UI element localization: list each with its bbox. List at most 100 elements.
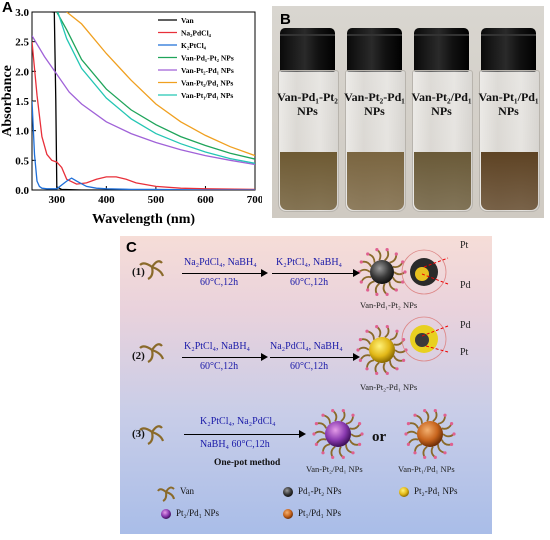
route-1-arrow-2 xyxy=(272,269,360,277)
series-line-7 xyxy=(57,12,255,164)
route-2-condition-1: 60°C,12h xyxy=(200,361,239,372)
legend-label: Van xyxy=(181,16,194,25)
x-tick-label: 500 xyxy=(148,194,165,206)
vial-liquid xyxy=(280,152,337,210)
vial-glass xyxy=(479,70,540,212)
route-2-arrow-1 xyxy=(182,353,268,361)
vial-4: Van-Pt₁/Pd₁ NPs xyxy=(478,28,540,214)
route-2-number: (2) xyxy=(132,350,145,362)
route-3-number: (3) xyxy=(132,428,145,440)
vial-label: Van-Pt₁/Pd₁ NPs xyxy=(473,90,544,118)
legend-pt2pd1-dot xyxy=(399,487,409,497)
route-2-condition-2: 60°C,12h xyxy=(290,361,329,372)
route-3-product-1-label: Van-Pt₂/Pd₁ NPs xyxy=(306,464,363,474)
legend-label: Na₂PdCl₄ xyxy=(181,29,212,38)
legend-pd1pt2-label: Pd₁-Pt₂ NPs xyxy=(298,486,342,496)
legend-label: Van-Pt₂/Pd₁ NPs xyxy=(181,79,233,88)
legend-pt2slpd1-dot xyxy=(161,509,171,519)
van-pt2-slash-pd1-nanoparticle xyxy=(312,409,364,459)
legend-van-icon xyxy=(157,486,175,502)
plot-frame xyxy=(31,11,256,191)
series-line-5 xyxy=(32,35,255,166)
vial-label-line1: Van-Pt₂-Pd₁ xyxy=(344,90,405,104)
legend-pt2pd1-label: Pt₂-Pd₁ NPs xyxy=(414,486,458,496)
vial-cap xyxy=(414,28,469,72)
route-3-reagents: K₂PtCl₄, Na₂PdCl₄ xyxy=(200,416,276,427)
legend-pd1pt2-dot xyxy=(283,487,293,497)
inset-route-1 xyxy=(401,249,449,295)
vial-label-line2: NPs xyxy=(431,104,452,118)
vial-cap xyxy=(280,28,335,72)
legend-label: Van-Pt₁/Pd₁ NPs xyxy=(181,91,233,100)
y-tick-label: 0.5 xyxy=(15,155,29,167)
vial-label-line1: Van-Pd₁-Pt₂ xyxy=(277,90,338,104)
legend-pt1slpd1-label: Pt₁/Pd₁ NPs xyxy=(298,508,342,518)
vials-photo-panel: B Van-Pd₁-Pt₂ NPs Van-Pt₂-Pd₁ NPs Van-Pt₂/… xyxy=(272,6,544,218)
series-line-4 xyxy=(56,12,255,160)
route-1-reagent-1: Na₂PdCl₄, NaBH₄ xyxy=(184,257,257,268)
route-1-number: (1) xyxy=(132,266,145,278)
route-3-conditions: NaBH₄ 60°C,12h xyxy=(200,439,270,450)
van-pt2-pd1-nanoparticle xyxy=(356,325,408,375)
route-1-condition-2: 60°C,12h xyxy=(290,277,329,288)
van-pt1-slash-pd1-nanoparticle xyxy=(404,409,456,459)
inset-1-label-inner: Pd xyxy=(460,280,471,291)
legend-label: Van-Pt₂-Pd₁ NPs xyxy=(181,66,234,75)
legend-label: Van-Pd₁-Pt₂ NPs xyxy=(181,54,234,63)
route-2-reagent-1: K₂PtCl₄, NaBH₄ xyxy=(184,341,251,352)
synthesis-scheme-panel: C xyxy=(120,236,492,534)
vial-liquid xyxy=(414,152,471,210)
route-3-arrow xyxy=(184,430,306,438)
route-3-or: or xyxy=(372,429,387,445)
route-1-product-label: Van-Pd₁-Pt₂ NPs xyxy=(360,300,418,310)
x-axis-label: Wavelength (nm) xyxy=(92,212,195,227)
vial-cap xyxy=(481,28,536,72)
vial-label-line2: NPs xyxy=(364,104,385,118)
y-tick-label: 0.0 xyxy=(15,185,29,197)
uv-vis-chart-panel: A 300 400 500 600 700 0.0 0.5 1.0 1.5 2.0 2.5 3.0 Wa… xyxy=(0,0,264,232)
legend-label: K₂PtCl₄ xyxy=(181,41,207,50)
series-line-1 xyxy=(51,12,255,190)
x-tick-label: 700 xyxy=(247,194,262,206)
y-tick-label: 2.0 xyxy=(15,66,29,78)
vial-label: Van-Pt₂/Pd₁ NPs xyxy=(406,90,477,118)
route-2-product-label: Van-Pt₂-Pd₁ NPs xyxy=(360,382,418,392)
vial-glass xyxy=(345,70,406,212)
series-line-3 xyxy=(32,100,255,190)
route-2-arrow-2 xyxy=(270,353,360,361)
x-tick-label: 400 xyxy=(98,194,115,206)
vial-label-line1: Van-Pt₁/Pd₁ xyxy=(478,90,539,104)
legend-pt2slpd1-label: Pt₂/Pd₁ NPs xyxy=(176,508,220,518)
vial-glass xyxy=(412,70,473,212)
vial-label: Van-Pd₁-Pt₂ NPs xyxy=(272,90,343,118)
inset-route-2 xyxy=(401,316,449,362)
vial-glass xyxy=(278,70,339,212)
y-tick-label: 1.5 xyxy=(15,96,29,108)
series-line-2 xyxy=(32,41,255,190)
route-1-reagent-2: K₂PtCl₄, NaBH₄ xyxy=(276,257,343,268)
vial-label-line1: Van-Pt₂/Pd₁ xyxy=(411,90,472,104)
route-3-product-2-label: Van-Pt₁/Pd₁ NPs xyxy=(398,464,455,474)
route-1-condition-1: 60°C,12h xyxy=(200,277,239,288)
vial-liquid xyxy=(347,152,404,210)
y-axis-label: Absorbance xyxy=(0,65,15,137)
van-pd1-pt2-nanoparticle xyxy=(357,248,407,296)
y-tick-label: 2.5 xyxy=(15,37,29,49)
van-molecule-3 xyxy=(139,425,165,445)
panel-letter-a: A xyxy=(2,0,13,16)
inset-1-label-outer: Pt xyxy=(460,240,469,251)
vial-2: Van-Pt₂-Pd₁ NPs xyxy=(344,28,406,214)
uv-vis-chart: 300 400 500 600 700 0.0 0.5 1.0 1.5 2.0 2.5 3.0 Wave… xyxy=(0,7,264,227)
vial-1: Van-Pd₁-Pt₂ NPs xyxy=(277,28,339,214)
route-2-reagent-2: Na₂PdCl₄, NaBH₄ xyxy=(270,341,343,352)
inset-2-label-inner: Pt xyxy=(460,347,469,358)
vial-label-line2: NPs xyxy=(498,104,519,118)
y-tick-label: 3.0 xyxy=(15,7,29,19)
scheme-graphics xyxy=(139,248,456,519)
panel-letter-c: C xyxy=(126,239,137,256)
vial-label: Van-Pt₂-Pd₁ NPs xyxy=(339,90,410,118)
vial-cap xyxy=(347,28,402,72)
x-tick-label: 300 xyxy=(49,194,66,206)
y-tick-label: 1.0 xyxy=(15,126,29,138)
route-3-method: One-pot method xyxy=(214,458,281,468)
